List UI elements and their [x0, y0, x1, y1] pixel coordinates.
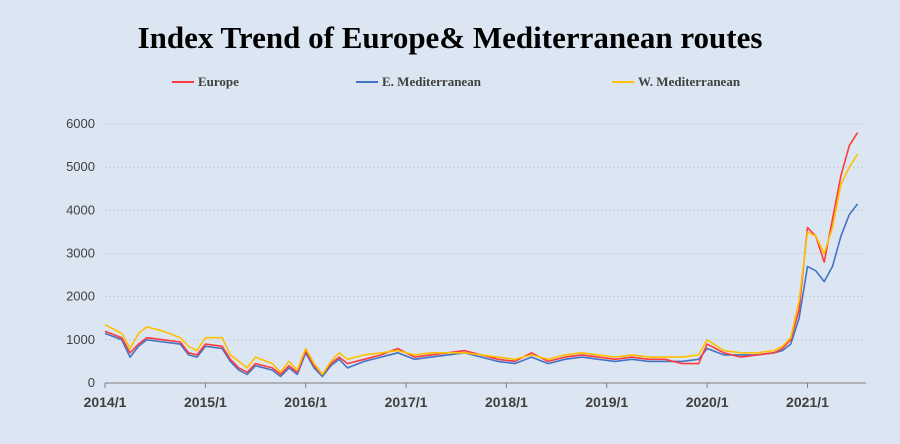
legend-label-europe: Europe [198, 74, 239, 89]
series-line-w-mediterranean [104, 153, 859, 376]
legend: Europe E. Mediterranean W. Mediterranean [0, 74, 900, 94]
y-tick-label: 6000 [66, 116, 95, 131]
legend-item-e-mediterranean: E. Mediterranean [356, 74, 481, 90]
legend-item-w-mediterranean: W. Mediterranean [612, 74, 740, 90]
legend-line-w-mediterranean [612, 81, 634, 83]
y-tick-label: 2000 [66, 289, 95, 304]
x-tick-label: 2020/1 [686, 394, 729, 410]
y-tick-label: 5000 [66, 159, 95, 174]
x-tick-label: 2015/1 [184, 394, 227, 410]
x-tick-label: 2017/1 [385, 394, 428, 410]
y-tick-label: 1000 [66, 332, 95, 347]
legend-label-e-mediterranean: E. Mediterranean [382, 74, 481, 89]
x-tick-label: 2019/1 [585, 394, 628, 410]
x-tick-label: 2018/1 [485, 394, 528, 410]
legend-line-e-mediterranean [356, 81, 378, 83]
y-tick-label: 3000 [66, 246, 95, 261]
x-tick-label: 2016/1 [284, 394, 327, 410]
y-tick-label: 4000 [66, 202, 95, 217]
legend-line-europe [172, 81, 194, 83]
series-line-e-mediterranean [104, 203, 859, 378]
legend-item-europe: Europe [172, 74, 239, 90]
legend-label-w-mediterranean: W. Mediterranean [638, 74, 741, 89]
x-tick-label: 2014/1 [84, 394, 127, 410]
y-tick-label: 0 [88, 375, 95, 390]
x-tick-label: 2021/1 [786, 394, 829, 410]
chart-title: Index Trend of Europe& Mediterranean rou… [137, 20, 763, 55]
